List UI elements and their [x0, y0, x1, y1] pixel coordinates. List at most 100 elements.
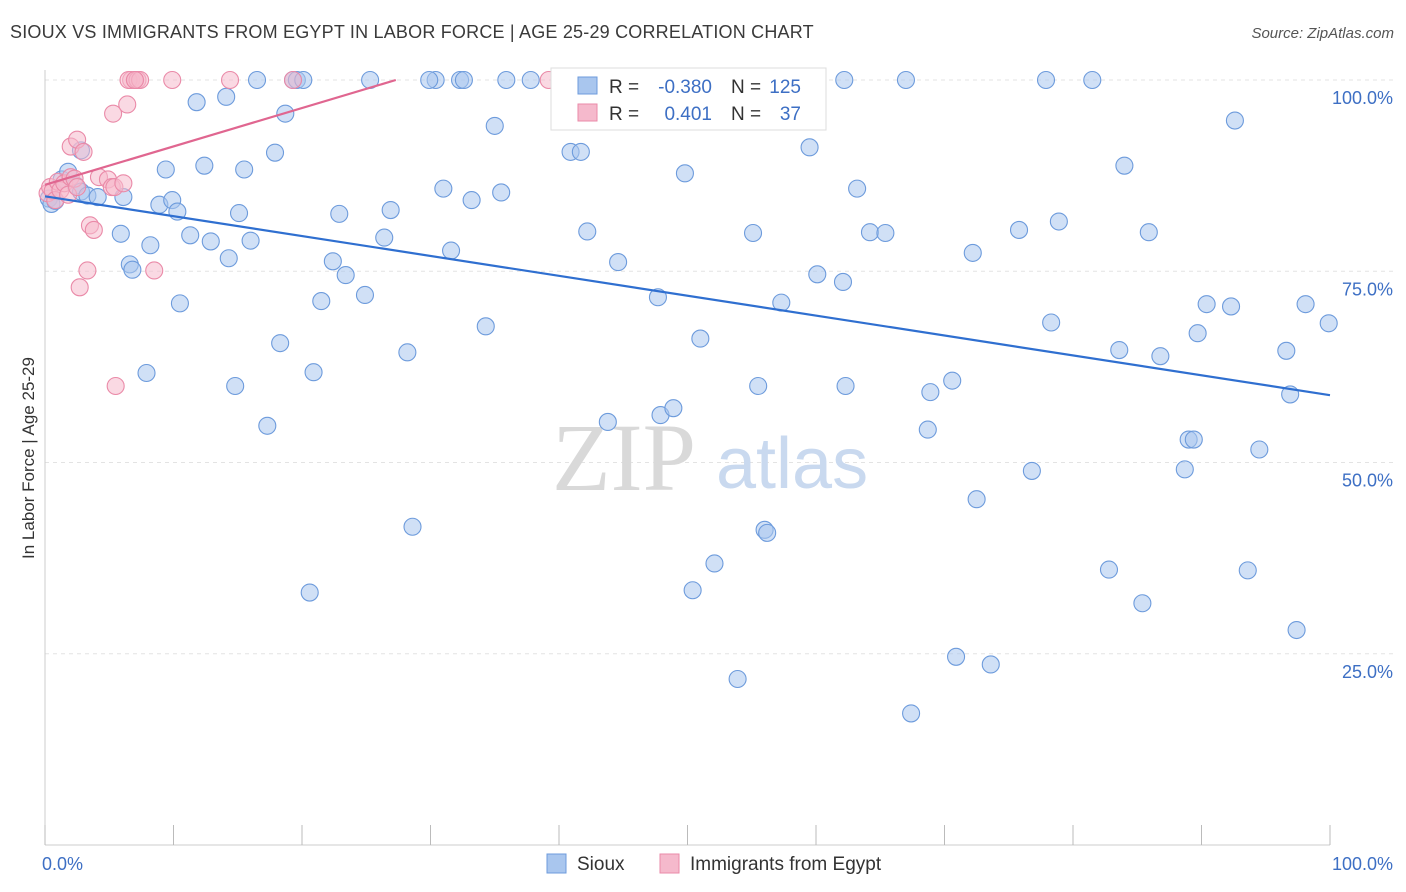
- sioux-point-96: [1009, 220, 1029, 239]
- sioux-point-68: [648, 288, 667, 307]
- sioux-point-120: [1296, 295, 1315, 314]
- sioux-point-91: [943, 371, 962, 390]
- sioux-point-64: [571, 142, 590, 161]
- sioux-point-56: [462, 191, 481, 210]
- x-ticks: [44, 825, 1331, 845]
- sioux-point-85: [860, 223, 880, 242]
- sioux-point-74: [705, 554, 724, 573]
- egypt-point-31: [145, 261, 164, 280]
- egypt-point-13: [74, 142, 93, 161]
- sioux-point-32: [258, 416, 277, 435]
- sioux-point-22: [187, 93, 206, 112]
- legend-n-label-sioux: N =: [731, 77, 761, 98]
- x-tick-label-max: 100.0%: [1332, 854, 1393, 874]
- sioux-point-43: [330, 204, 349, 223]
- bottom-legend-label-sioux: Sioux: [577, 854, 625, 875]
- sioux-point-67: [609, 253, 628, 272]
- gridlines: [45, 79, 1393, 655]
- sioux-point-89: [918, 420, 937, 439]
- sioux-point-82: [835, 70, 854, 90]
- sioux-point-94: [967, 490, 986, 509]
- y-tick-label-100: 100.0%: [1332, 88, 1393, 108]
- sioux-point-104: [1115, 156, 1134, 175]
- sioux-point-30: [241, 231, 260, 250]
- sioux-point-57: [476, 317, 495, 336]
- sioux-point-49: [398, 343, 417, 362]
- sioux-point-115: [1238, 561, 1257, 580]
- sioux-point-76: [743, 223, 763, 243]
- sioux-point-119: [1287, 620, 1306, 640]
- sioux-point-83: [833, 272, 853, 292]
- sioux-point-23: [195, 156, 214, 175]
- sioux-point-65: [578, 222, 597, 241]
- sioux-point-99: [1042, 313, 1061, 332]
- legend-swatch-sioux: [577, 76, 598, 95]
- bottom-legend-swatch-sioux: [546, 853, 567, 874]
- sioux-point-31: [247, 70, 267, 90]
- egypt-point-33: [220, 70, 240, 90]
- watermark-atlas: atlas: [716, 424, 868, 504]
- trend-lines: [44, 78, 1331, 397]
- legend-r-label-sioux: R =: [609, 77, 639, 98]
- sioux-point-110: [1184, 430, 1203, 449]
- bottom-legend: Sioux Immigrants from Egypt: [546, 853, 882, 875]
- sioux-point-87: [896, 70, 916, 90]
- sioux-point-100: [1049, 212, 1068, 231]
- sioux-point-90: [921, 383, 940, 402]
- sioux-point-77: [749, 376, 768, 396]
- sioux-point-75: [728, 669, 747, 689]
- sioux-point-112: [1197, 295, 1216, 314]
- sioux-point-29: [235, 160, 254, 179]
- chart-source: Source: ZipAtlas.com: [1251, 25, 1394, 42]
- sioux-point-66: [598, 412, 617, 432]
- sioux-point-61: [521, 70, 540, 90]
- sioux-point-33: [265, 143, 285, 162]
- sioux-point-24: [201, 232, 220, 251]
- egypt-point-10: [68, 178, 87, 197]
- y-tick-labels: 25.0% 50.0% 75.0% 100.0%: [1332, 88, 1393, 682]
- sioux-point-103: [1110, 340, 1129, 360]
- egypt-point-23: [106, 376, 125, 396]
- sioux-point-102: [1099, 560, 1119, 579]
- legend-n-value-egypt: 37: [780, 104, 801, 125]
- sioux-point-93: [963, 243, 982, 262]
- sioux-point-121: [1319, 314, 1338, 333]
- sioux-point-116: [1250, 440, 1269, 459]
- series-sioux-points: [39, 70, 1338, 723]
- sioux-point-107: [1151, 347, 1170, 366]
- sioux-point-122: [758, 523, 777, 542]
- egypt-trend-line: [44, 78, 397, 186]
- sioux-point-98: [1036, 70, 1056, 90]
- sioux-point-53: [442, 241, 461, 260]
- sioux-point-28: [229, 204, 249, 223]
- sioux-point-34: [271, 334, 290, 353]
- watermark: ZIP atlas: [552, 404, 868, 511]
- sioux-point-27: [226, 376, 245, 396]
- x-tick-labels: 0.0% 100.0%: [42, 854, 1393, 874]
- sioux-point-40: [304, 363, 323, 382]
- sioux-point-15: [141, 236, 160, 255]
- sioux-point-52: [434, 179, 453, 198]
- egypt-point-17: [84, 220, 103, 239]
- y-tick-label-75: 75.0%: [1342, 279, 1393, 299]
- sioux-point-48: [381, 201, 400, 220]
- y-axis-title: In Labor Force | Age 25-29: [19, 357, 38, 559]
- sioux-trend-line: [44, 195, 1331, 397]
- egypt-point-36: [125, 70, 144, 90]
- egypt-point-32: [163, 70, 182, 90]
- sioux-point-73: [691, 329, 710, 348]
- stats-legend: R = -0.380 N = 125 R = 0.401 N = 37: [550, 67, 827, 131]
- egypt-point-24: [114, 174, 133, 193]
- sioux-point-25: [217, 87, 236, 106]
- sioux-point-95: [981, 655, 1000, 674]
- sioux-point-111: [1188, 324, 1207, 343]
- legend-n-value-sioux: 125: [769, 77, 801, 98]
- chart-title: SIOUX VS IMMIGRANTS FROM EGYPT IN LABOR …: [10, 22, 814, 42]
- sioux-point-60: [497, 70, 516, 90]
- sioux-point-86: [876, 223, 895, 243]
- sioux-point-70: [664, 399, 683, 418]
- sioux-point-50: [403, 517, 422, 536]
- legend-r-value-sioux: -0.380: [658, 77, 712, 98]
- sioux-point-117: [1277, 341, 1296, 360]
- sioux-point-21: [181, 226, 200, 245]
